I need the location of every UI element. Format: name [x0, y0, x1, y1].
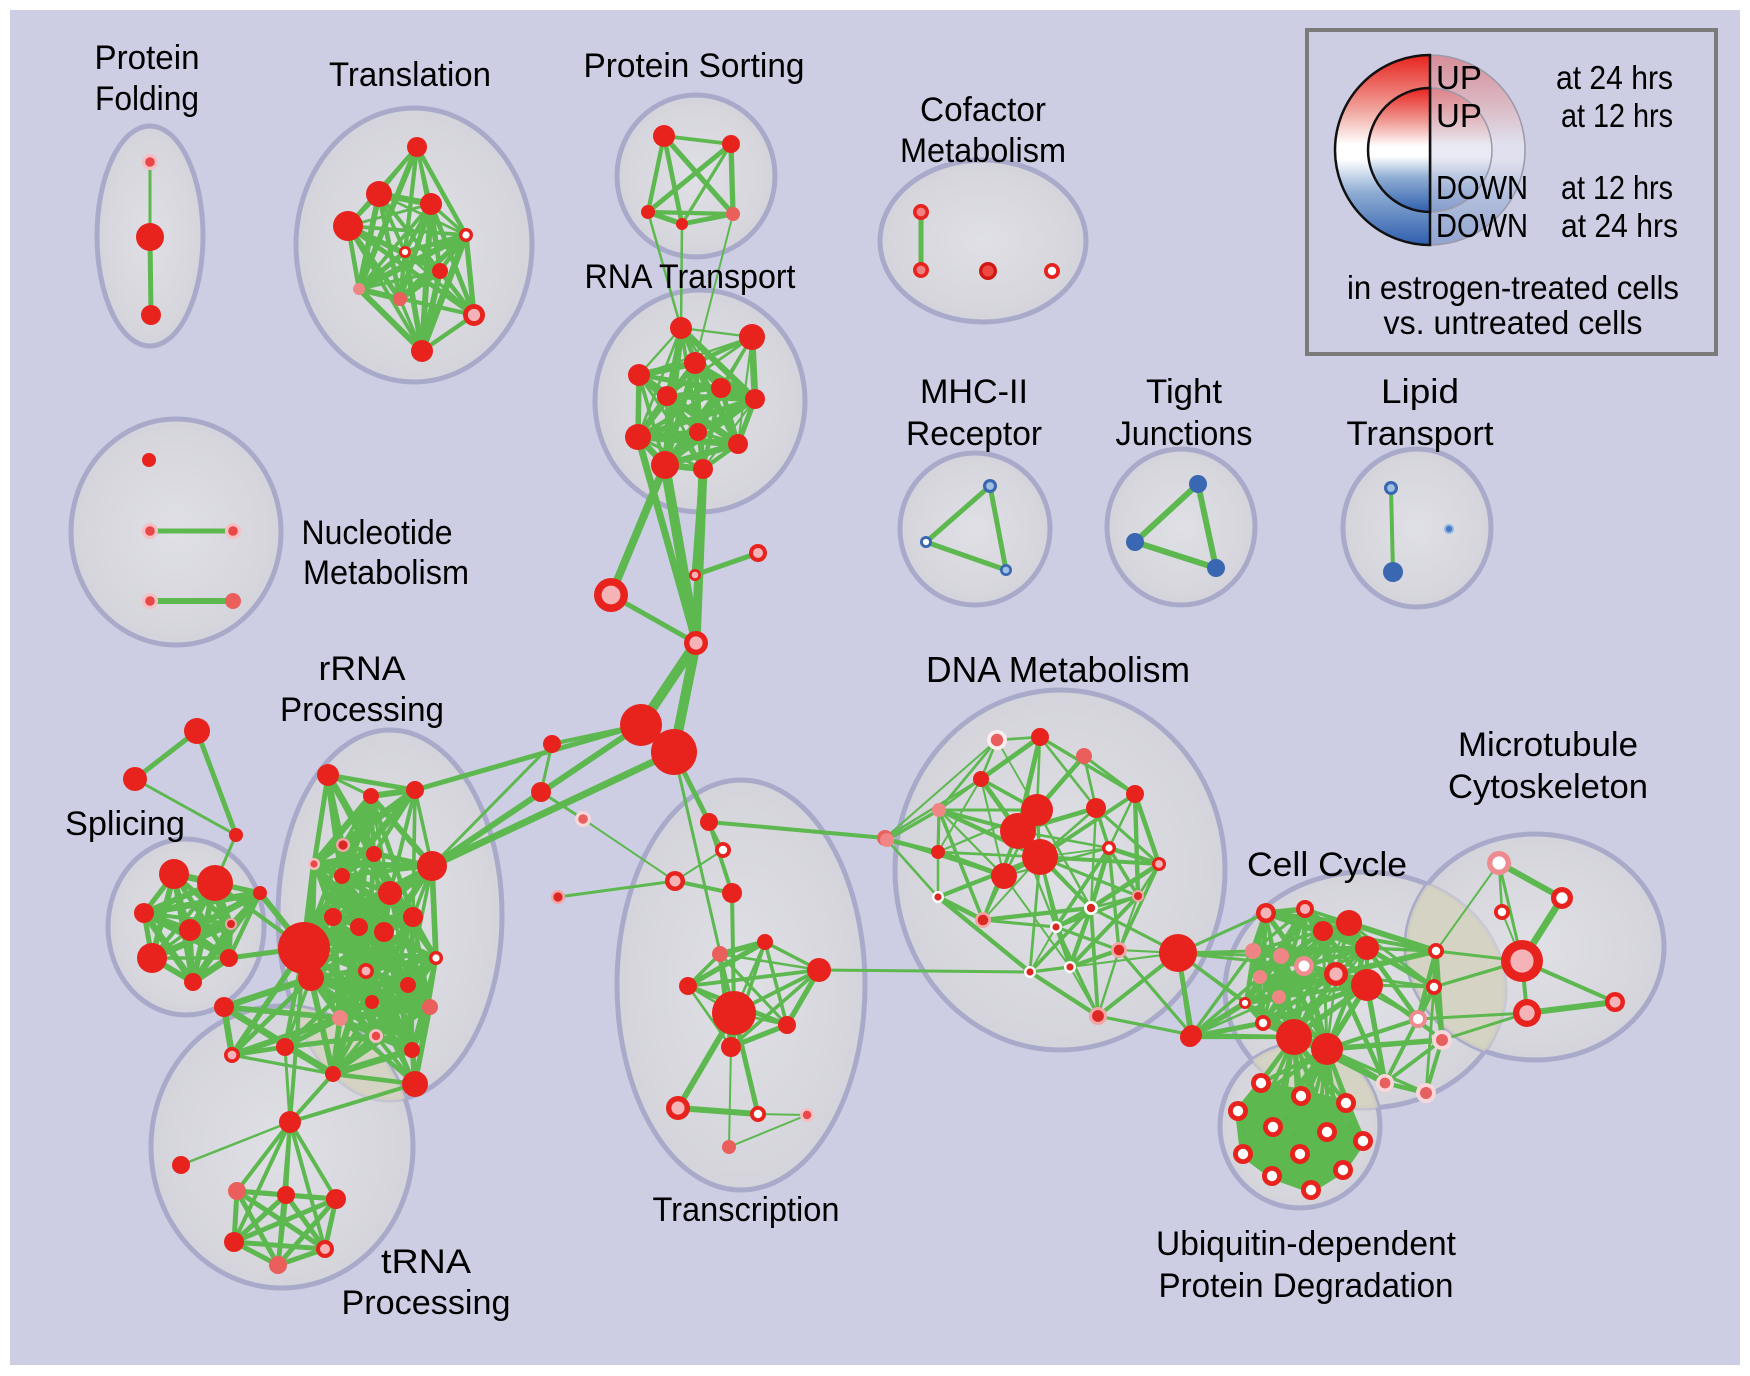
- svg-text:Nucleotide: Nucleotide: [302, 514, 453, 552]
- svg-text:Protein: Protein: [95, 39, 200, 77]
- svg-text:UP: UP: [1436, 59, 1482, 96]
- svg-text:Transcription: Transcription: [653, 1191, 840, 1229]
- svg-text:Ubiquitin-dependent: Ubiquitin-dependent: [1156, 1225, 1457, 1263]
- svg-text:MHC-II: MHC-II: [920, 373, 1028, 411]
- svg-text:at 12 hrs: at 12 hrs: [1561, 97, 1673, 134]
- svg-text:Cofactor: Cofactor: [920, 91, 1046, 129]
- svg-text:vs. untreated cells: vs. untreated cells: [1384, 304, 1643, 341]
- svg-text:Lipid: Lipid: [1381, 373, 1459, 411]
- svg-text:tRNA: tRNA: [381, 1243, 471, 1281]
- svg-text:Processing: Processing: [342, 1284, 511, 1322]
- svg-text:Transport: Transport: [1347, 415, 1495, 453]
- svg-text:Splicing: Splicing: [65, 805, 185, 843]
- svg-text:Protein Degradation: Protein Degradation: [1159, 1267, 1454, 1305]
- svg-text:Processing: Processing: [280, 691, 444, 729]
- svg-text:at 24 hrs: at 24 hrs: [1556, 59, 1673, 96]
- svg-text:Metabolism: Metabolism: [900, 132, 1066, 170]
- svg-text:UP: UP: [1436, 97, 1482, 134]
- svg-text:Microtubule: Microtubule: [1458, 726, 1638, 764]
- svg-text:Cell Cycle: Cell Cycle: [1247, 846, 1407, 884]
- svg-text:Cytoskeleton: Cytoskeleton: [1448, 768, 1648, 806]
- svg-text:DNA Metabolism: DNA Metabolism: [926, 649, 1190, 690]
- svg-text:Receptor: Receptor: [906, 415, 1042, 453]
- svg-text:rRNA: rRNA: [319, 650, 406, 688]
- svg-text:Folding: Folding: [95, 80, 199, 118]
- svg-text:Translation: Translation: [329, 56, 491, 94]
- svg-text:Tight: Tight: [1146, 373, 1223, 411]
- svg-text:DOWN: DOWN: [1436, 169, 1528, 206]
- svg-text:Protein Sorting: Protein Sorting: [584, 47, 805, 85]
- svg-text:in estrogen-treated cells: in estrogen-treated cells: [1347, 269, 1679, 306]
- svg-text:DOWN: DOWN: [1436, 207, 1528, 244]
- svg-text:Metabolism: Metabolism: [303, 554, 469, 592]
- svg-text:RNA Transport: RNA Transport: [585, 258, 797, 296]
- svg-text:Junctions: Junctions: [1116, 415, 1253, 453]
- svg-text:at 24 hrs: at 24 hrs: [1561, 207, 1678, 244]
- svg-text:at 12 hrs: at 12 hrs: [1561, 169, 1673, 206]
